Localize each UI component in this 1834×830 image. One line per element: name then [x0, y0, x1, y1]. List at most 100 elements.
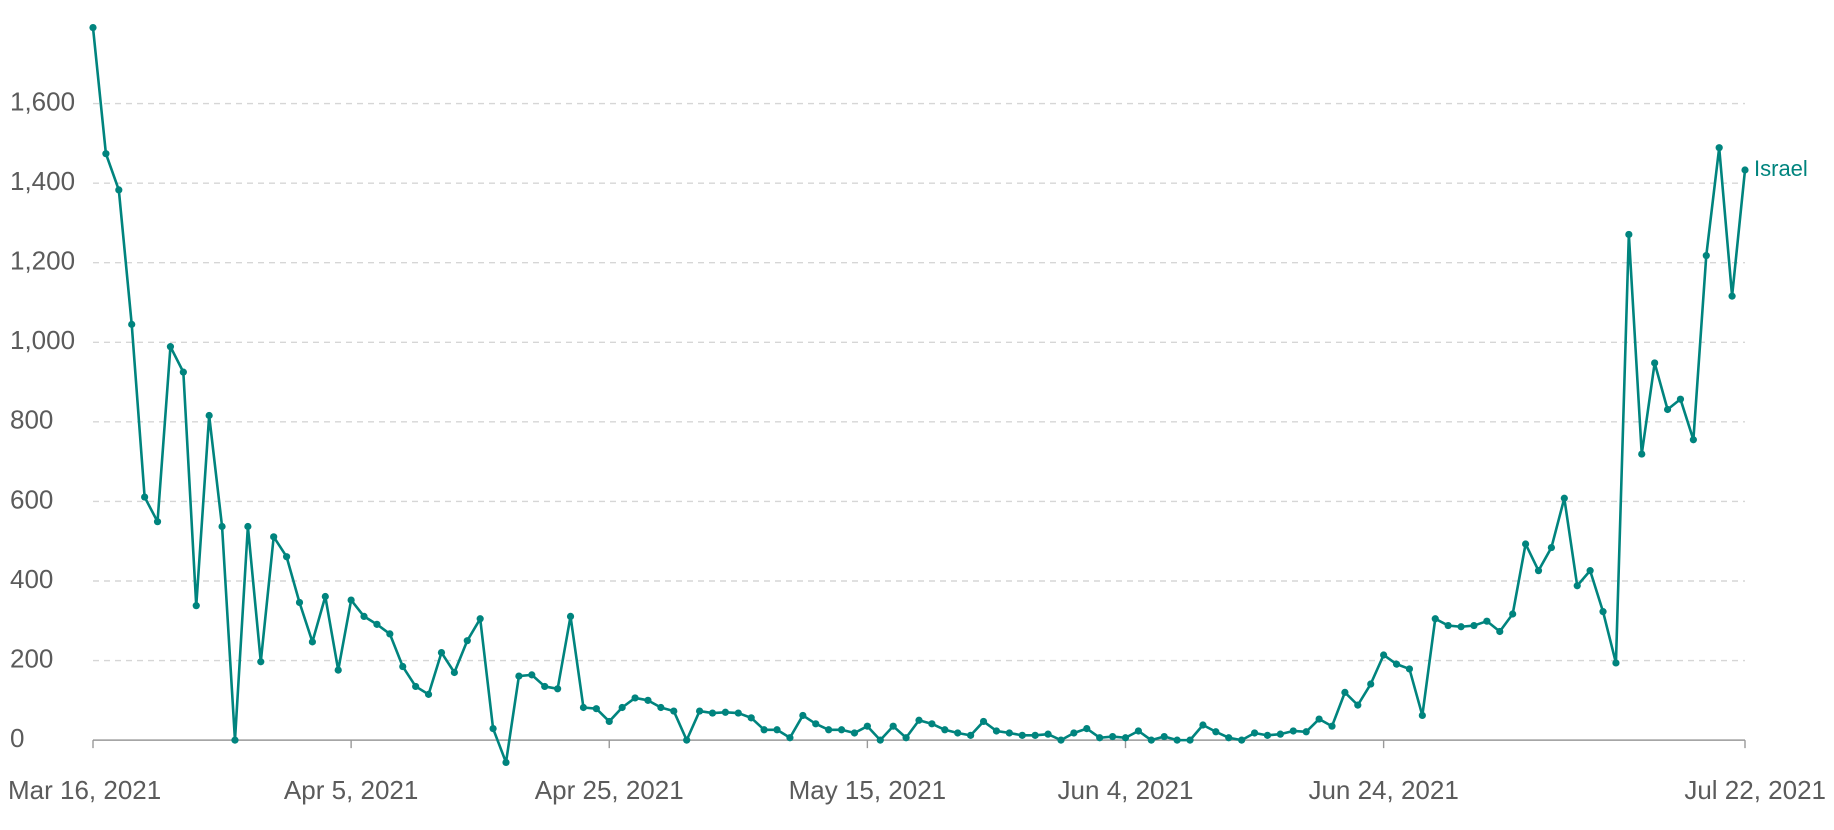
data-point: [979, 717, 988, 726]
data-point: [1057, 736, 1065, 744]
y-tick-label: 0: [10, 723, 24, 753]
data-point: [837, 726, 846, 734]
series-label: Israel: [1754, 156, 1808, 181]
data-point: [1689, 436, 1697, 444]
data-point: [1238, 736, 1246, 744]
data-point: [1212, 728, 1220, 736]
data-point: [1405, 665, 1414, 673]
data-point: [1625, 230, 1633, 239]
data-point: [270, 533, 278, 541]
x-tick-label: Mar 16, 2021: [8, 775, 161, 805]
data-point: [773, 726, 781, 734]
data-point: [863, 722, 871, 730]
data-point: [1289, 727, 1297, 735]
data-point: [1250, 729, 1259, 737]
data-point: [1108, 732, 1117, 741]
data-point: [295, 598, 304, 607]
data-point: [1509, 610, 1517, 618]
data-point: [1483, 617, 1491, 625]
data-point: [424, 690, 433, 698]
data-point: [967, 731, 975, 739]
data-point: [89, 23, 97, 32]
data-point: [1018, 731, 1026, 739]
data-point: [1199, 721, 1207, 729]
data-point: [1547, 543, 1556, 552]
data-point: [1083, 724, 1091, 733]
data-point: [657, 703, 665, 712]
data-point: [889, 722, 897, 730]
data-point: [902, 734, 910, 742]
data-point: [1586, 567, 1594, 575]
data-point: [360, 612, 368, 620]
data-point: [476, 615, 484, 623]
data-point: [1651, 359, 1659, 367]
data-point: [528, 671, 536, 679]
data-point: [1431, 615, 1439, 623]
data-point: [708, 709, 717, 717]
data-point: [1380, 651, 1388, 659]
y-tick-label: 600: [10, 484, 53, 514]
data-point: [876, 736, 884, 744]
x-tick-label: Jun 24, 2021: [1308, 775, 1458, 805]
x-tick-label: May 15, 2021: [789, 775, 947, 805]
data-point: [205, 411, 213, 420]
data-point: [1302, 728, 1310, 736]
data-point: [141, 493, 149, 501]
data-point: [257, 658, 265, 666]
data-point: [1354, 701, 1362, 709]
data-point: [321, 592, 329, 601]
data-point: [695, 707, 704, 715]
data-point: [554, 685, 562, 693]
data-point: [992, 727, 1001, 735]
data-point: [541, 682, 549, 691]
x-tick-label: Jun 4, 2021: [1058, 775, 1194, 805]
data-point: [670, 707, 678, 715]
data-point: [450, 668, 458, 677]
data-point: [347, 596, 355, 604]
data-point: [1121, 734, 1130, 742]
data-point: [1070, 729, 1078, 737]
data-point: [489, 724, 497, 733]
data-point: [1715, 144, 1723, 152]
data-point: [1328, 722, 1336, 730]
data-point: [308, 638, 317, 646]
data-point: [954, 729, 962, 737]
data-point: [179, 368, 187, 376]
data-point: [1160, 732, 1168, 741]
data-point: [1044, 730, 1052, 738]
data-point: [437, 649, 446, 657]
data-point: [1444, 621, 1452, 630]
data-point: [721, 708, 730, 716]
data-point: [915, 716, 923, 724]
data-point: [102, 150, 110, 158]
y-tick-label: 400: [10, 564, 53, 594]
data-point: [1096, 734, 1104, 742]
y-tick-label: 1,400: [10, 166, 75, 196]
data-point: [1573, 582, 1581, 590]
data-point: [128, 320, 136, 328]
data-point: [799, 711, 807, 720]
data-point: [592, 705, 600, 713]
y-tick-label: 800: [10, 405, 53, 435]
data-point: [683, 736, 691, 744]
data-point: [1005, 729, 1013, 737]
data-point: [1470, 621, 1478, 630]
data-point: [1521, 540, 1530, 548]
data-point: [941, 726, 949, 734]
y-tick-label: 1,200: [10, 246, 75, 276]
y-tick-label: 200: [10, 643, 53, 673]
data-point: [166, 343, 175, 351]
data-point: [1638, 450, 1646, 458]
data-point: [1263, 731, 1272, 739]
data-point: [1134, 727, 1143, 735]
data-point: [579, 703, 588, 712]
data-point: [1031, 731, 1039, 739]
data-point: [231, 736, 239, 744]
series-line: [91, 27, 1747, 764]
data-point: [734, 709, 742, 717]
data-point: [928, 720, 936, 728]
data-point: [218, 522, 226, 531]
data-point: [1663, 405, 1672, 414]
data-point: [502, 758, 510, 767]
data-point: [644, 696, 652, 704]
